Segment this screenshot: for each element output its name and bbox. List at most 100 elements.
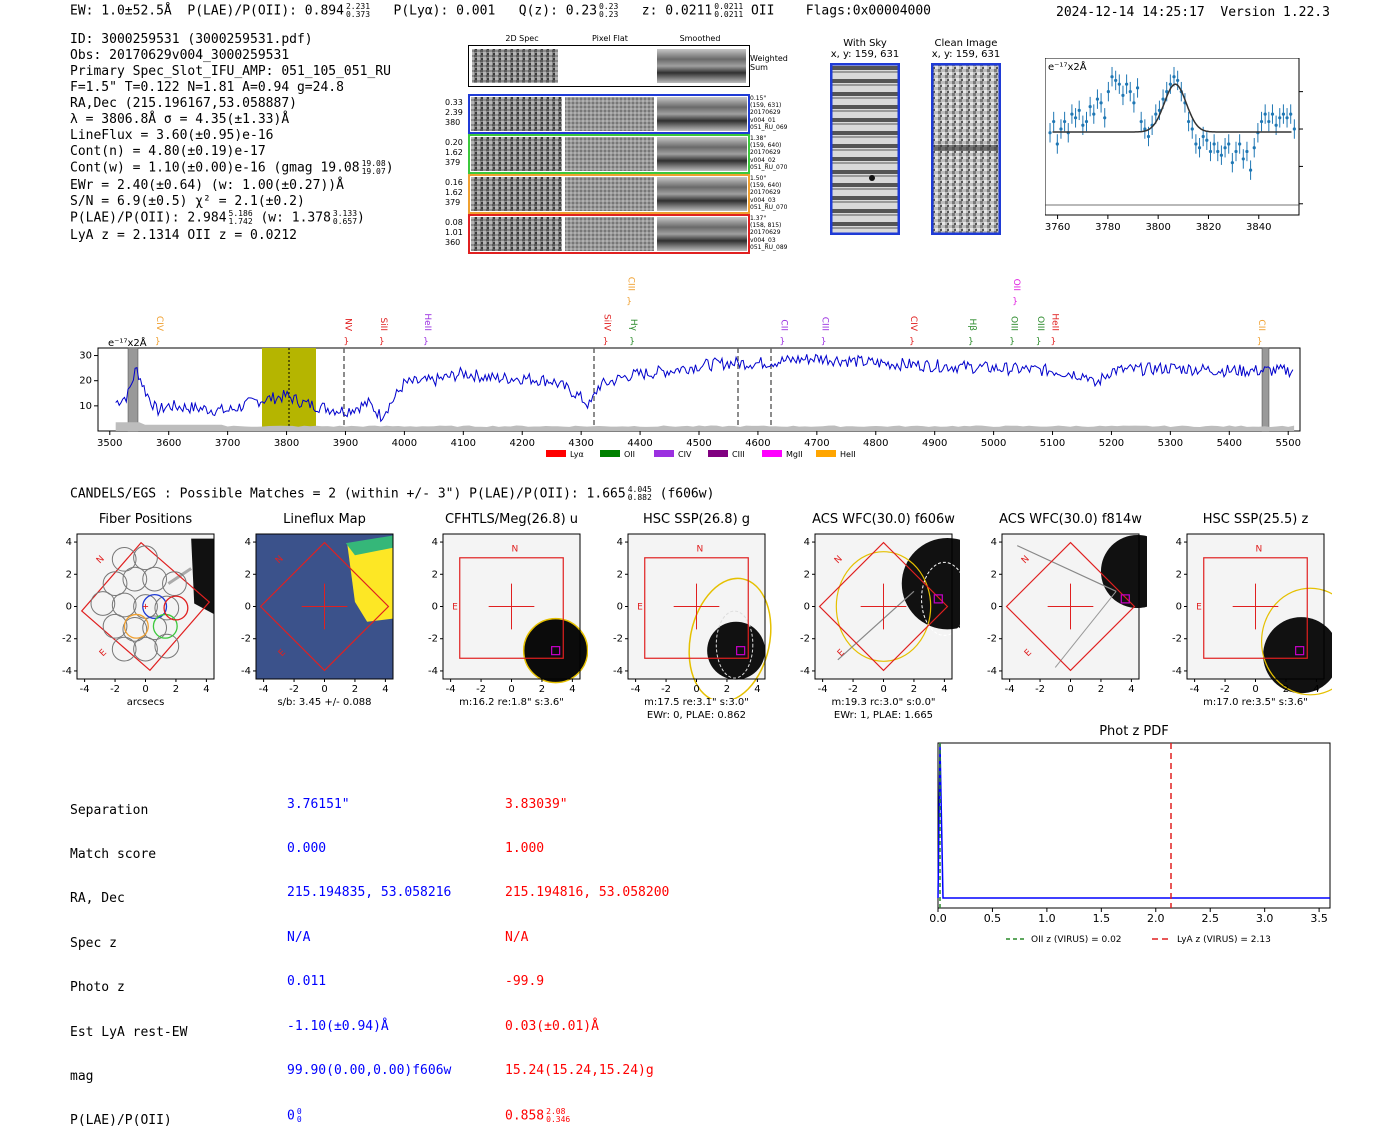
- spec-xtick-label: 3900: [333, 438, 358, 449]
- phot-z-pdf-plot: 0.0 0.5 1.0 1.5 2.0 2.5 3.0 3.5 OII z (VIRUS) =…: [930, 742, 1331, 945]
- header-z: z: 0.0211: [641, 3, 713, 19]
- table-cell: 215.194835, 53.058216: [287, 885, 452, 901]
- cutout-stat: 0.08: [445, 218, 463, 227]
- table-cell: 1.000: [505, 840, 545, 856]
- header-ew: EW: 1.0±52.5Å: [70, 3, 172, 19]
- with-sky-title: With Sky: [843, 38, 887, 49]
- thumb-ytick-label: -2: [613, 634, 623, 645]
- thumb-xtick-label: -4: [1190, 684, 1200, 695]
- table-cell-plae: 0.858 2.08 0.346: [505, 1108, 669, 1124]
- zoom-xtick-label: 3820: [1196, 222, 1221, 233]
- thumb-title: ACS WFC(30.0) f606w: [812, 512, 955, 527]
- thumb-xtick-label: 0: [321, 684, 327, 695]
- thumb-image-2: N E -4 -4 -2 -2 0 0 2 2 4 4: [241, 533, 394, 695]
- line-label: CIII: [820, 317, 830, 331]
- cutout-info: 0.15": [750, 95, 767, 102]
- thumb-xtick-label: 2: [539, 684, 545, 695]
- thumb-xtick-label: 2: [724, 684, 730, 695]
- header-z-hi: 0.0211: [714, 2, 744, 11]
- thumb-image-6: N E -4 -4 -2 -2 0 0 2 2 4 4: [987, 533, 1147, 695]
- zoom-point: [1161, 97, 1165, 101]
- thumb-xtick-label: -2: [289, 684, 299, 695]
- zoom-point: [1143, 127, 1147, 131]
- thumb-ytick-label: 2: [245, 569, 251, 580]
- meta-sn: S/N = 6.9(±0.5) χ² = 2.1(±0.2): [70, 194, 305, 209]
- cutout-row-stats: 0.08 1.01 360: [445, 218, 467, 248]
- thumb-xtick-label: -2: [1035, 684, 1045, 695]
- cutout-row-2: [468, 134, 750, 174]
- meta-lambda: λ = 3806.8Å σ = 4.35(±1.33)Å: [70, 112, 290, 127]
- table-col-1: 3.76151" 0.000 215.194835, 53.058216 N/A…: [287, 768, 451, 1139]
- zoom-point: [1052, 119, 1056, 124]
- table-cell: -1.10(±0.94)Å: [287, 1018, 389, 1034]
- header-plae-hi: 2.231: [345, 2, 371, 11]
- thumb-ytick-label: 4: [804, 537, 810, 548]
- zoom-point: [1292, 127, 1296, 131]
- cutout-row-info: 0.15" (159, 631) 20170629 v004_01 051_RU_069: [750, 95, 810, 131]
- header-qz-hi: 0.23: [599, 2, 619, 11]
- spec-xtick-label: 5400: [1217, 438, 1242, 449]
- thumb-title: Lineflux Map: [283, 512, 366, 527]
- spec-ytick-label: 10: [79, 401, 92, 412]
- thumb-xtick-label: -4: [80, 684, 90, 695]
- thumb-ytick-label: -4: [241, 666, 251, 677]
- zoom-plot-unit: e⁻¹⁷x2Å: [1048, 60, 1087, 73]
- legend-label: OII: [624, 450, 635, 459]
- meta-contw-text: Cont(w) = 1.10(±0.00)e-16 (gmag 19.08: [70, 160, 360, 176]
- spec-xtick-label: 4900: [922, 438, 947, 449]
- header-bar: EW: 1.0±52.5Å P(LAE)/P(OII): 0.894 2.231 0…: [70, 3, 931, 19]
- cutout-row-stats: 0.16 1.62 379: [445, 178, 467, 208]
- line-label: CIV: [154, 316, 164, 332]
- cutout-info: 1.38": [750, 135, 767, 142]
- meta-fparams: F=1.5" T=0.122 N=1.81 A=0.94 g=24.8: [70, 80, 344, 95]
- thumb-xtick-label: 4: [941, 684, 947, 695]
- line-label-group: NV}: [342, 318, 352, 347]
- table-label-row: RA, Dec: [70, 891, 125, 907]
- thumb-xtick-label: 0: [693, 684, 699, 695]
- line-label: OIII: [1008, 316, 1018, 331]
- header-z-lo: 0.0211: [714, 10, 744, 19]
- table-label-row: Photo z: [70, 980, 125, 996]
- cutout-stat: 0.16: [445, 178, 463, 187]
- cutout-row-info: 1.50" (159, 640) 20170629 v004_03 051_RU_070: [750, 175, 810, 211]
- compass-n: N: [697, 545, 704, 555]
- thumb-ytick-label: -2: [62, 634, 72, 645]
- line-label-brace: }: [1012, 297, 1018, 307]
- spec-xtick-label: 5000: [981, 438, 1006, 449]
- zoom-point: [1270, 112, 1275, 116]
- line-label-brace: }: [968, 337, 974, 347]
- pdf-xtick-label: 0.5: [984, 912, 1002, 925]
- spec-y-axis: 10 20 30: [79, 351, 98, 412]
- spec-mask-right: [1261, 347, 1270, 432]
- zoom-point: [1154, 112, 1158, 116]
- meta-contn: Cont(n) = 4.80(±0.19)e-17: [70, 144, 266, 159]
- zoom-point: [1117, 82, 1121, 86]
- line-label: Hγ: [628, 319, 638, 332]
- thumb-xtick-label: -2: [1220, 684, 1230, 695]
- meta-contw: Cont(w) = 1.10(±0.00)e-16 (gmag 19.08 19.…: [70, 160, 394, 178]
- thumb-xtick-label: 4: [754, 684, 760, 695]
- line-label-brace: }: [1051, 337, 1057, 347]
- compass-e: E: [452, 603, 458, 613]
- table-cell-plae-lo: 0: [296, 1115, 302, 1125]
- meta-primary: Primary Spec_Slot_IFU_AMP: 051_105_051_R…: [70, 64, 391, 79]
- thumb-image-3: N E -4 -4 -2 -2 0 0 2 2 4 4: [428, 533, 588, 695]
- line-label-brace: }: [909, 337, 915, 347]
- thumb-ytick-label: -4: [800, 666, 810, 677]
- zoom-point: [1281, 112, 1286, 116]
- thumb-ytick-label: -4: [987, 666, 997, 677]
- zoom-x-axis: 3760 3780 3800 3820 3840: [1045, 215, 1271, 233]
- line-label-group: CIV}: [154, 316, 164, 347]
- meta-contw-hi: 19.08: [361, 159, 386, 168]
- zoom-point: [1227, 142, 1231, 146]
- cutout-row-stats: 0.20 1.62 379: [445, 138, 467, 168]
- zoom-point: [1248, 168, 1253, 172]
- zoom-point: [1135, 86, 1140, 90]
- thumb-ytick-label: 2: [1176, 569, 1182, 580]
- matches-plae-hi: 4.045: [627, 485, 652, 494]
- legend-label: CIV: [678, 450, 692, 459]
- line-label: CII: [778, 319, 788, 331]
- cutout-info: 20170629: [750, 109, 781, 117]
- cutout-info: (159, 631): [750, 102, 782, 110]
- meta-contw-lo: 19.07: [361, 167, 386, 176]
